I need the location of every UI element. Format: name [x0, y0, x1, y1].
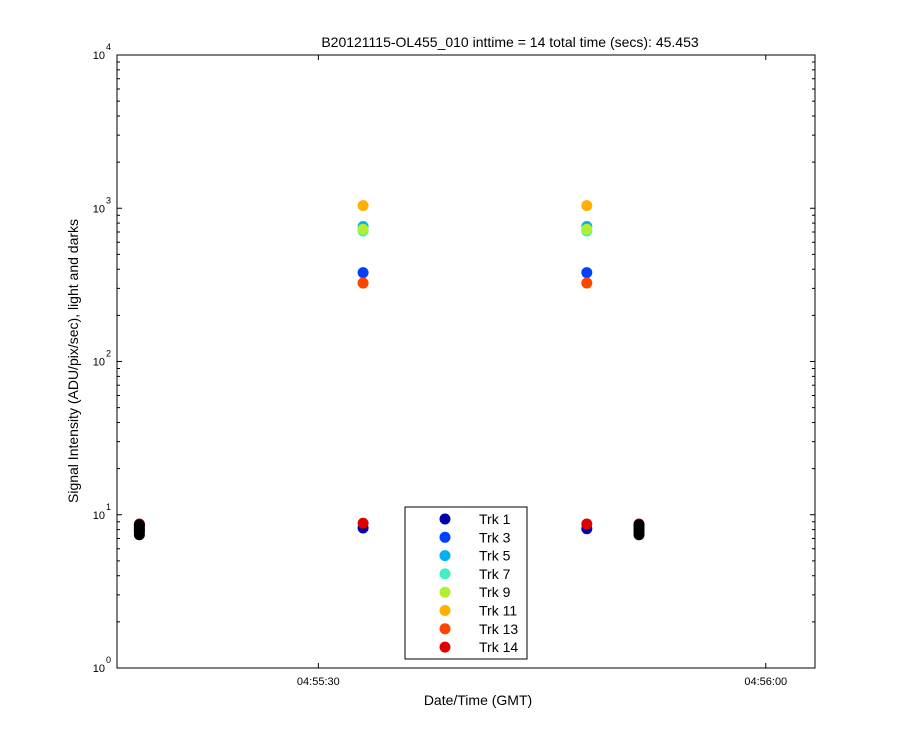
legend-marker [439, 623, 451, 635]
legend-label: Trk 5 [479, 548, 511, 564]
y-tick-exponent: 4 [106, 42, 111, 52]
data-point [357, 517, 369, 529]
legend-marker [439, 641, 451, 653]
y-tick-label: 10 [93, 663, 105, 675]
legend-label: Trk 7 [479, 566, 511, 582]
y-tick-label: 10 [93, 357, 105, 369]
legend-marker [439, 513, 451, 525]
legend: Trk 1 Trk 3 Trk 5 Trk 7 Trk 9 Trk 11 Trk 13 Trk… [404, 506, 528, 660]
legend-marker [439, 605, 451, 616]
legend-label: Trk 3 [479, 529, 511, 545]
legend-marker [439, 586, 451, 598]
legend-label: Trk 13 [479, 621, 518, 637]
dark-data-point [633, 519, 645, 531]
x-tick-label: 04:56:00 [744, 676, 787, 688]
data-point [357, 267, 369, 279]
data-point [581, 200, 593, 212]
data-point [357, 277, 369, 289]
y-tick-exponent: 3 [106, 195, 111, 205]
y-tick-label: 10 [93, 510, 105, 522]
data-point [581, 223, 593, 235]
data-point [581, 518, 593, 530]
legend-label: Trk 14 [479, 639, 518, 655]
x-tick-label: 04:55:30 [297, 676, 340, 688]
x-axis-label: Date/Time (GMT) [424, 692, 532, 708]
y-tick-exponent: 0 [106, 655, 111, 665]
chart-title: B20121115-OL455_010 inttime = 14 total t… [321, 34, 699, 50]
legend-label: Trk 11 [479, 603, 517, 619]
data-points [133, 200, 645, 541]
data-point [357, 200, 369, 212]
y-axis-label: Signal Intensity (ADU/pix/sec), light an… [65, 219, 81, 503]
legend-box [404, 506, 528, 660]
y-tick-exponent: 1 [106, 502, 111, 512]
y-tick-label: 10 [93, 203, 105, 215]
legend-label: Trk 1 [479, 511, 511, 527]
data-point [581, 267, 593, 279]
y-tick-exponent: 2 [106, 349, 111, 359]
data-point [357, 223, 369, 235]
legend-marker [439, 550, 451, 562]
legend-marker [439, 531, 451, 543]
legend-items: Trk 1 Trk 3 Trk 5 Trk 7 Trk 9 Trk 11 Trk 13 Trk… [439, 511, 518, 655]
y-tick-label: 10 [93, 50, 105, 62]
data-point [581, 277, 593, 289]
legend-label: Trk 9 [479, 584, 511, 600]
legend-marker [439, 568, 451, 580]
dark-data-point [133, 519, 145, 531]
